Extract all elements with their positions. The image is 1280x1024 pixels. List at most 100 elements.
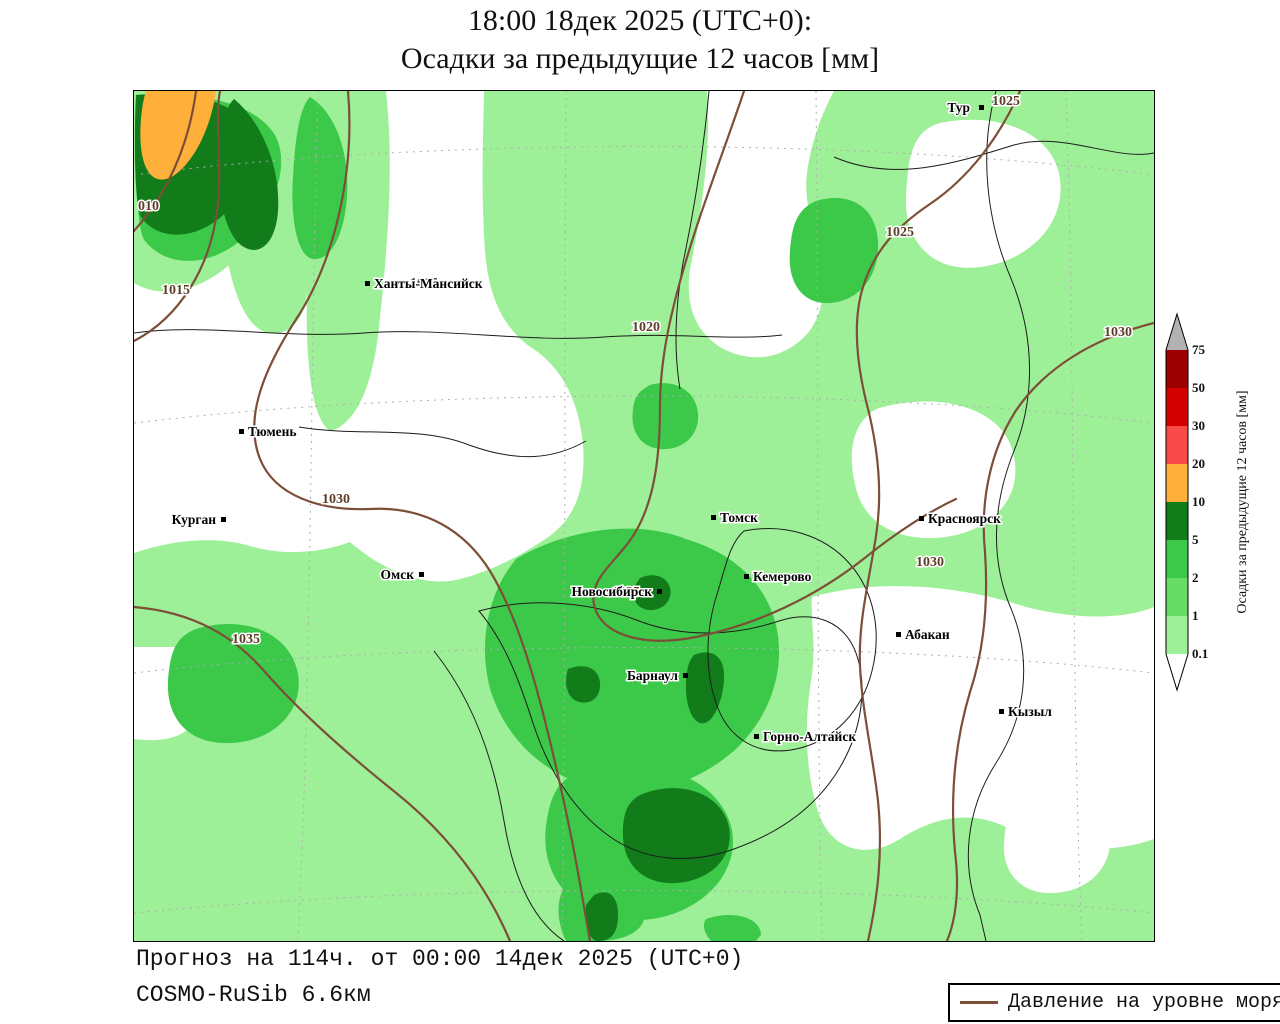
city-marker (754, 734, 759, 739)
isobar-label: 1025 (992, 94, 1020, 109)
admin-border (833, 140, 1154, 170)
city-khanty-mansiysk: Ханты-Мансийск (365, 275, 484, 293)
city-label: Барнаул (627, 668, 678, 683)
colorbar-tick: 75 (1192, 342, 1206, 357)
city-tomsk: Томск (711, 509, 760, 527)
city-marker (419, 572, 424, 577)
colorbar-segment (1166, 464, 1188, 502)
page-title: 18:00 18дек 2025 (UTC+0): Осадки за пред… (0, 2, 1280, 77)
city-kemerovo: Кемерово (744, 568, 813, 586)
admin-border (134, 329, 783, 339)
isobar-label: 1015 (410, 276, 438, 291)
city-label: Новосибирск (572, 584, 653, 599)
admin-border (707, 528, 877, 752)
colorbar-segment-bottom (1166, 654, 1188, 690)
dry-region (1003, 788, 1111, 894)
precip-medium-region (484, 528, 780, 793)
precip-medium-region (703, 914, 761, 941)
precip-layer (134, 91, 1154, 941)
pressure-legend-box: Давление на уровне моря (948, 983, 1280, 1022)
city-label: Курган (172, 512, 217, 527)
city-marker (221, 517, 226, 522)
precip-medium-region (632, 383, 699, 450)
city-marker (683, 673, 688, 678)
precip-medium-region (789, 198, 879, 304)
isobar-line (134, 91, 198, 233)
city-abakan: Абакан (896, 626, 951, 644)
forecast-map-frame: 010 1015 1015 1020 1025 1025 1025 1030 1… (133, 90, 1155, 942)
colorbar-axis-label: Осадки за предыдущие 12 часов [мм] (1235, 390, 1250, 613)
model-info-line: COSMO-RuSib 6.6км (136, 982, 371, 1008)
colorbar-tick: 1 (1192, 608, 1199, 623)
precip-colorbar: 75 50 30 20 10 5 2 1 0.1 Осадки за преды… (1165, 312, 1250, 692)
city-label: Горно-Алтайск (763, 729, 856, 744)
cities-layer: Ханты-Мансийск Тюмень Курган Омск Томск … (170, 99, 1054, 746)
colorbar-segment (1166, 350, 1188, 388)
city-marker (919, 516, 924, 521)
admin-border (986, 91, 1030, 612)
admin-borders-layer (134, 91, 1154, 941)
city-label: Ханты-Мансийск (374, 276, 483, 291)
colorbar-tick: 0.1 (1192, 646, 1208, 661)
graticule-line (297, 91, 319, 941)
city-label: Абакан (905, 627, 950, 642)
graticule-line (134, 647, 1154, 674)
colorbar-segment (1166, 502, 1188, 540)
colorbar-segment (1166, 388, 1188, 426)
dry-region (905, 119, 1061, 268)
colorbar-tick: 20 (1192, 456, 1205, 471)
city-marker (239, 429, 244, 434)
isobar-label: 1020 (632, 320, 660, 335)
isobar-line (134, 605, 512, 941)
city-barnaul: Барнаул (625, 667, 688, 685)
city-label: Кызыл (1008, 704, 1052, 719)
city-marker (896, 632, 901, 637)
precip-heavy-region (633, 575, 671, 611)
city-label: Тур (947, 100, 970, 115)
city-marker (365, 281, 370, 286)
city-kyzyl: Кызыл (999, 703, 1054, 721)
precip-medium-region (167, 624, 299, 744)
pressure-legend-label: Давление на уровне моря (1008, 991, 1280, 1014)
city-marker (711, 515, 716, 520)
city-label: Кемерово (753, 569, 812, 584)
colorbar-segment (1166, 616, 1188, 654)
isobar-line-sample (960, 1001, 998, 1004)
isobar-labels-layer: 010 1015 1015 1020 1025 1025 1025 1030 1… (137, 93, 1134, 649)
colorbar-segment (1166, 578, 1188, 616)
precip-heavy-region (622, 788, 730, 884)
colorbar-tick: 2 (1192, 570, 1199, 585)
dry-region (806, 586, 1154, 850)
city-label: Томск (720, 510, 758, 525)
graticule-line (815, 91, 823, 941)
city-tur: Тур (946, 99, 984, 117)
isobar-label: 1035 (232, 632, 260, 647)
city-gorno-altaysk: Горно-Алтайск (754, 728, 858, 746)
isobar-label: 1030 (916, 555, 944, 570)
precip-heavy-region (685, 652, 725, 724)
colorbar-tick: 10 (1192, 494, 1205, 509)
isobar-line (945, 321, 1154, 941)
city-label: Красноярск (928, 511, 1001, 526)
isobar-label: 010 (138, 199, 159, 214)
isobar-layer (134, 91, 1154, 941)
graticule-line (134, 890, 1154, 914)
colorbar-tick: 50 (1192, 380, 1205, 395)
city-marker (979, 105, 984, 110)
precip-heavy-region (219, 99, 279, 250)
isobar-label: 1025 (612, 585, 640, 600)
city-marker (657, 589, 662, 594)
title-line-datetime: 18:00 18дек 2025 (UTC+0): (467, 4, 813, 37)
isobar-label: 1030 (322, 492, 350, 507)
isobar-label: 1025 (886, 225, 914, 240)
isobar-line (134, 91, 222, 343)
city-novosibirsk: Новосибирск (570, 583, 662, 601)
isobar-label: 1030 (1104, 325, 1132, 340)
colorbar-tick: 5 (1192, 532, 1199, 547)
graticule-line (134, 146, 1154, 176)
colorbar-segment (1166, 426, 1188, 464)
city-marker (744, 574, 749, 579)
isobar-label: 1015 (162, 283, 190, 298)
city-label: Тюмень (248, 424, 297, 439)
forecast-map: 010 1015 1015 1020 1025 1025 1025 1030 1… (134, 91, 1154, 941)
